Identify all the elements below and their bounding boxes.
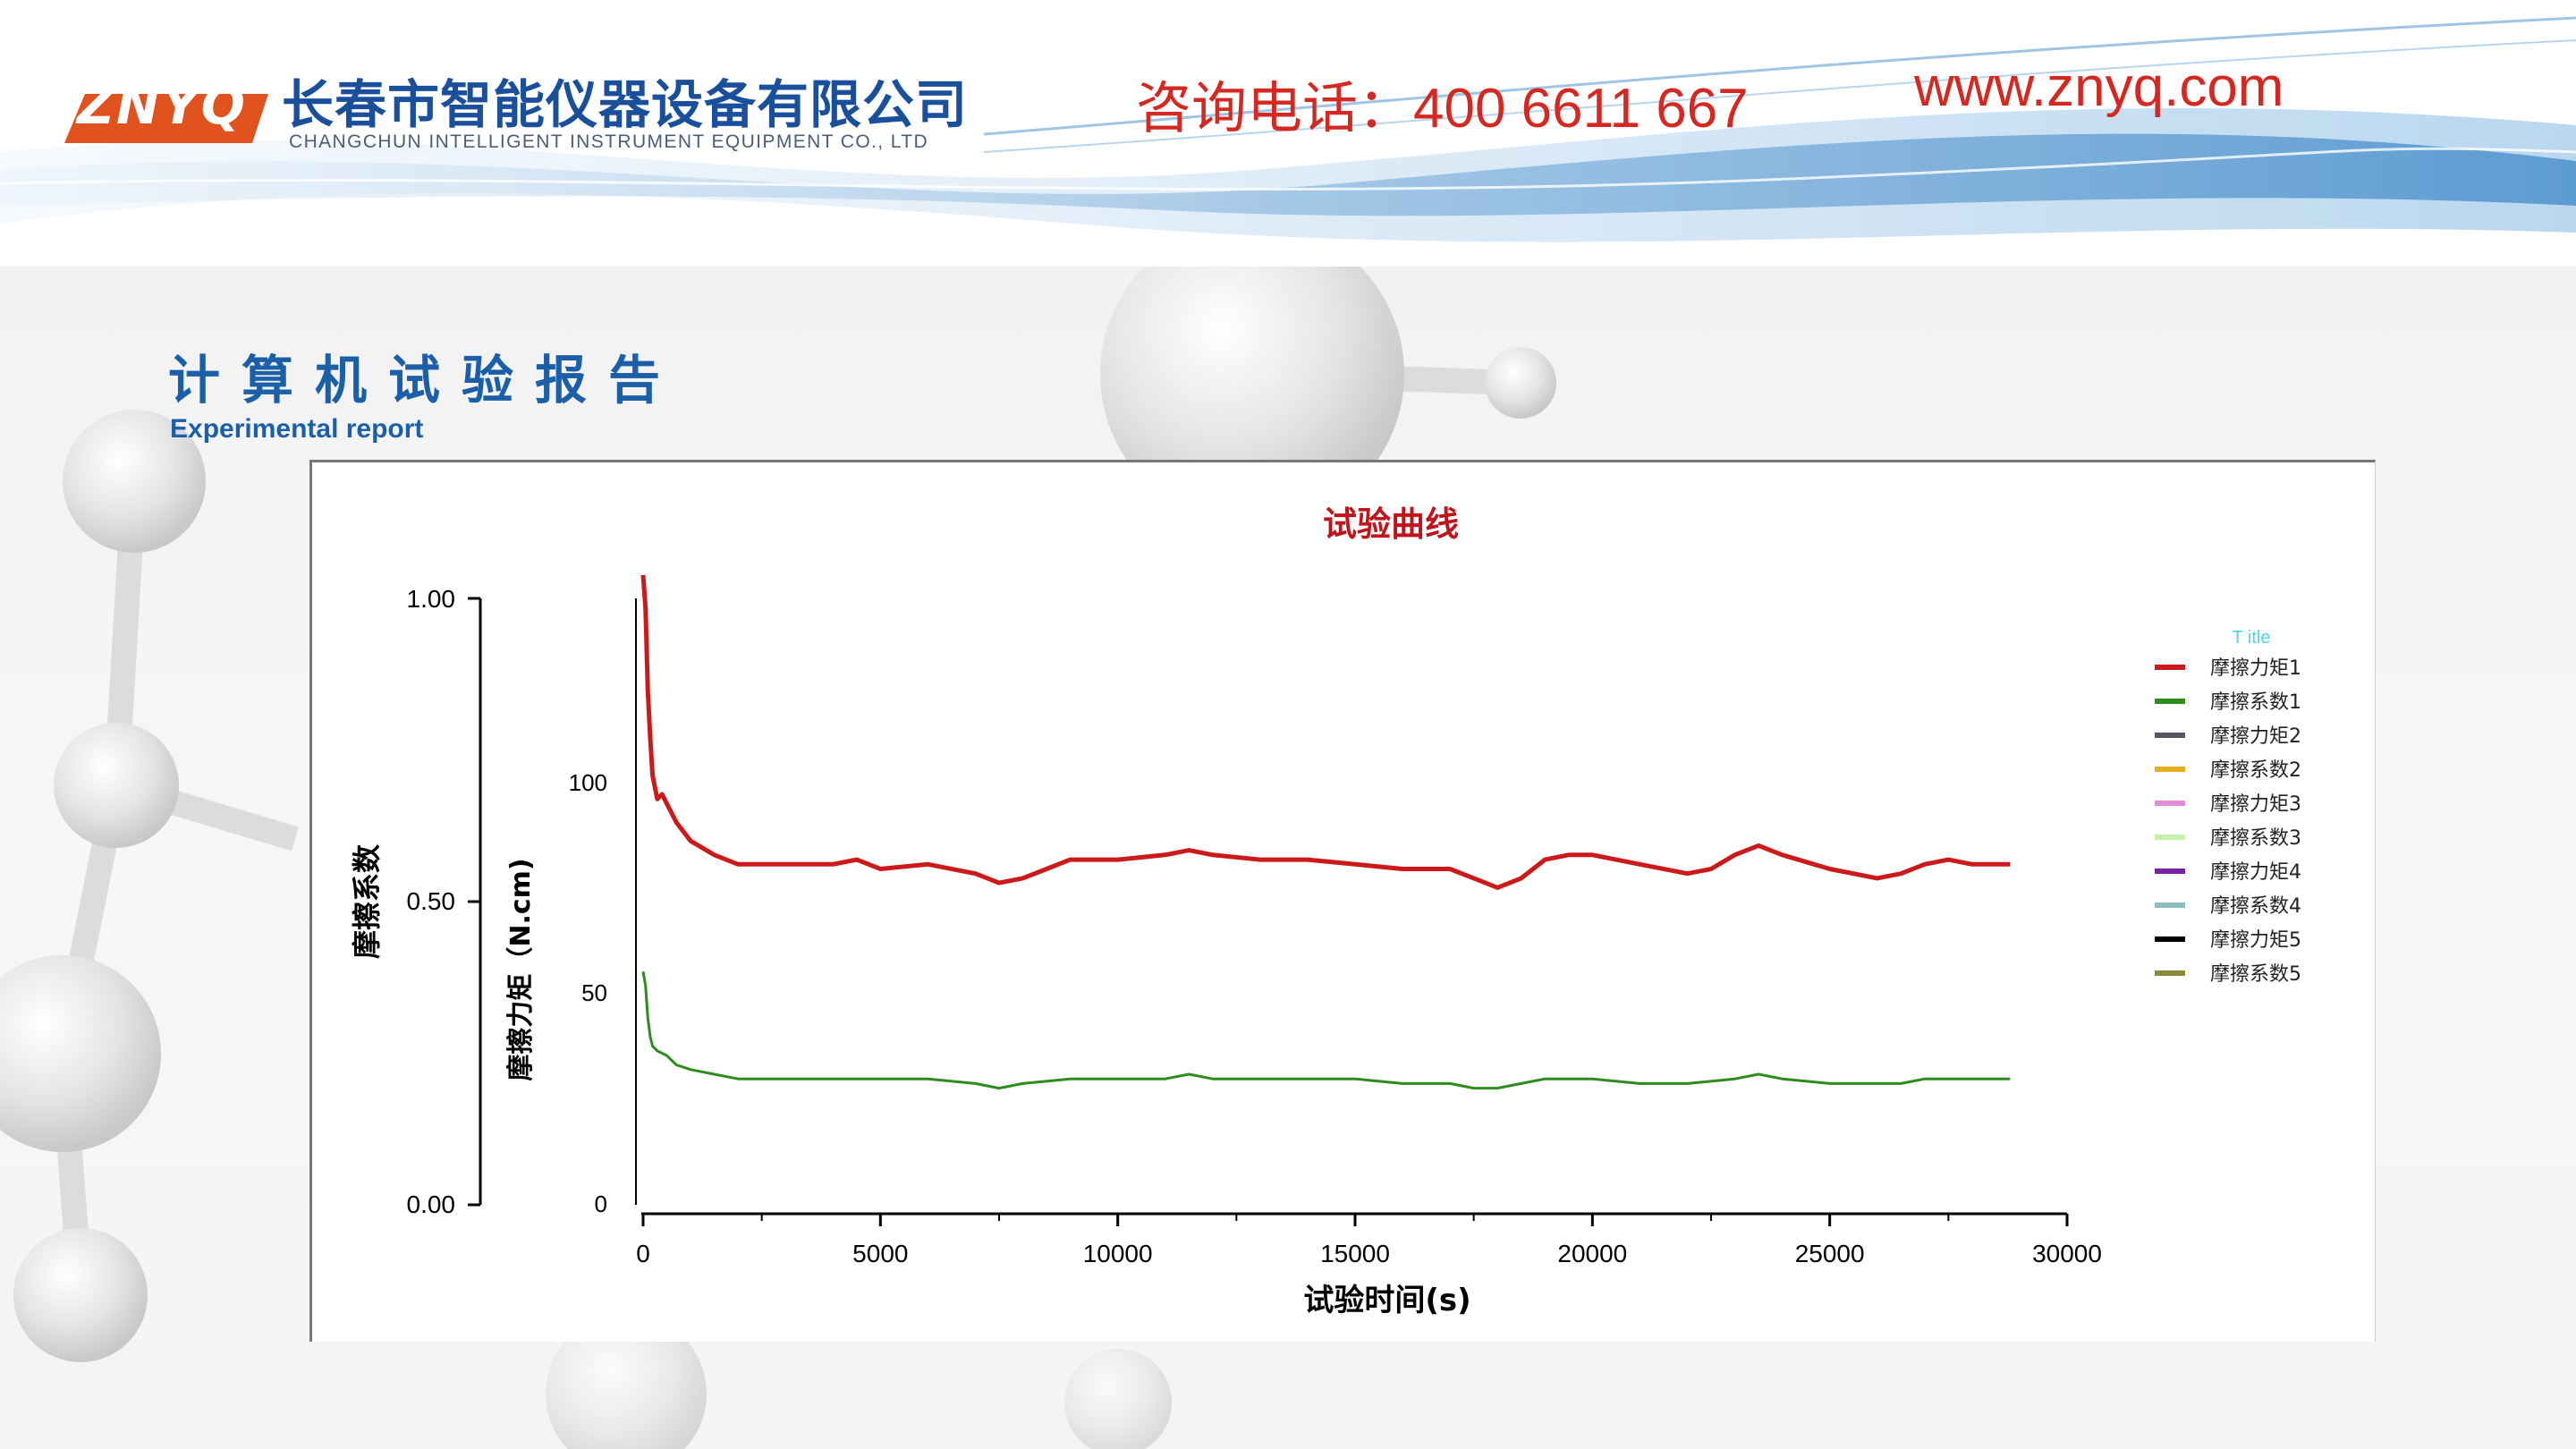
section-subtitle: Experimental report bbox=[170, 414, 424, 444]
series-line-1 bbox=[640, 574, 2011, 890]
x-tick-label-2: 10000 bbox=[1083, 1240, 1153, 1267]
x-tick-label-4: 20000 bbox=[1557, 1240, 1627, 1267]
legend-label-10: 摩擦系数5 bbox=[2210, 963, 2301, 986]
section-title: 计算机试验报告 bbox=[168, 350, 682, 411]
x-tick-label-3: 15000 bbox=[1320, 1240, 1390, 1267]
x-axis-ticks: 0 5000 10000 15000 20000 25000 30000 bbox=[636, 1214, 2102, 1267]
left-y-axis-label: 摩擦系数 bbox=[350, 843, 384, 959]
legend-label-5: 摩擦力矩3 bbox=[2210, 793, 2301, 816]
right-y-tick-label-2: 100 bbox=[569, 769, 607, 796]
phone-number: 咨询电话：400 6611 667 bbox=[1136, 78, 1749, 140]
header-wave-decoration bbox=[0, 16, 2576, 242]
logo-text: ZNYQ bbox=[77, 75, 247, 136]
legend-label-9: 摩擦力矩5 bbox=[2210, 929, 2301, 952]
website-link[interactable]: www.znyq.com bbox=[1914, 56, 2284, 118]
x-tick-label-6: 30000 bbox=[2032, 1240, 2102, 1267]
chart-panel: 试验曲线 0.00 0.50 1.00 摩擦系数 0 50 100 摩擦力矩（N… bbox=[309, 460, 2376, 1342]
legend-label-7: 摩擦力矩4 bbox=[2210, 861, 2301, 884]
legend-label-2: 摩擦系数1 bbox=[2210, 691, 2301, 714]
left-y-tick-label-0: 0.00 bbox=[407, 1191, 456, 1218]
series-line-2 bbox=[641, 970, 2011, 1090]
chart-series bbox=[640, 574, 2011, 1090]
company-name-cn: 长春市智能仪器设备有限公司 bbox=[282, 74, 969, 135]
x-axis-label: 试验时间(s) bbox=[1303, 1283, 1470, 1318]
test-curve-chart: 试验曲线 0.00 0.50 1.00 摩擦系数 0 50 100 摩擦力矩（N… bbox=[350, 504, 2301, 1318]
legend-label-4: 摩擦系数2 bbox=[2210, 759, 2301, 782]
chart-legend: T itle 摩擦力矩1 摩擦系数1 摩擦力矩2 摩擦系数2 摩擦力矩3 摩擦系数3 摩擦力… bbox=[2155, 628, 2301, 986]
left-y-tick-label-1: 0.50 bbox=[407, 887, 456, 915]
x-tick-label-1: 5000 bbox=[852, 1240, 908, 1267]
legend-label-3: 摩擦力矩2 bbox=[2210, 725, 2301, 748]
legend-label-6: 摩擦系数3 bbox=[2210, 827, 2301, 850]
legend-label-8: 摩擦系数4 bbox=[2210, 895, 2301, 918]
legend-title: T itle bbox=[2233, 628, 2271, 648]
right-y-tick-label-1: 50 bbox=[581, 979, 607, 1006]
x-tick-label-0: 0 bbox=[636, 1240, 650, 1267]
company-name-en: CHANGCHUN INTELLIGENT INSTRUMENT EQUIPME… bbox=[289, 131, 929, 152]
chart-title: 试验曲线 bbox=[1323, 504, 1459, 544]
right-y-axis-label: 摩擦力矩（N.cm) bbox=[505, 858, 537, 1080]
x-tick-label-5: 25000 bbox=[1795, 1240, 1865, 1267]
logo-mark bbox=[64, 94, 268, 143]
header-banner: ZNYQ 长春市智能仪器设备有限公司 CHANGCHUN INTELLIGENT… bbox=[0, 0, 2576, 267]
legend-label-1: 摩擦力矩1 bbox=[2210, 657, 2301, 680]
right-y-tick-label-0: 0 bbox=[595, 1191, 607, 1217]
left-y-tick-label-2: 1.00 bbox=[407, 585, 456, 613]
